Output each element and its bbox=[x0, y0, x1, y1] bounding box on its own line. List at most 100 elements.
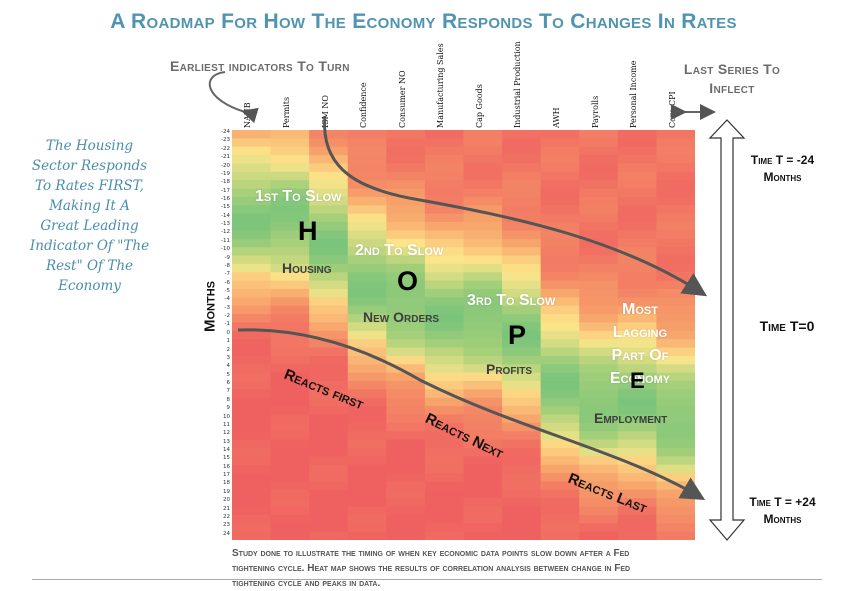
row-tick: 8 bbox=[226, 396, 231, 403]
heatmap-cell bbox=[270, 372, 310, 382]
first-to-slow-label: 1st To Slow bbox=[255, 188, 342, 205]
heatmap-cell bbox=[347, 439, 387, 449]
heatmap-cell bbox=[232, 163, 272, 173]
heatmap-cell bbox=[502, 305, 542, 315]
heatmap-cell bbox=[617, 330, 657, 340]
heatmap-cell bbox=[656, 381, 695, 390]
heatmap-cell bbox=[270, 188, 310, 198]
heatmap-cell bbox=[656, 422, 695, 432]
heatmap-cell bbox=[232, 230, 272, 240]
heatmap-cell bbox=[540, 146, 580, 156]
heatmap-cell bbox=[347, 280, 387, 290]
heatmap-cell bbox=[309, 205, 349, 215]
heatmap-cell bbox=[579, 255, 619, 265]
heatmap-cell bbox=[617, 272, 657, 282]
time-double-arrow bbox=[708, 119, 746, 541]
heatmap-cell bbox=[617, 171, 657, 181]
row-tick: 5 bbox=[226, 371, 231, 378]
heatmap-cell bbox=[386, 364, 426, 374]
heatmap-cell bbox=[540, 355, 580, 365]
heatmap-cell bbox=[579, 180, 619, 190]
heatmap-cell bbox=[309, 288, 349, 298]
heatmap-cell bbox=[540, 514, 580, 524]
row-tick: -10 bbox=[221, 246, 230, 253]
heatmap-cell bbox=[270, 330, 310, 340]
heatmap-cell bbox=[579, 138, 619, 148]
side-note-line: Sector Responds bbox=[31, 158, 148, 174]
heatmap-cell bbox=[270, 155, 310, 164]
heatmap-cell bbox=[617, 247, 657, 257]
heatmap-cell bbox=[463, 422, 503, 432]
heatmap-cell bbox=[617, 389, 657, 399]
heatmap-cell bbox=[617, 381, 657, 390]
heatmap-cell bbox=[540, 263, 580, 273]
row-tick: -3 bbox=[224, 304, 230, 311]
most-lagging-label: Most Lagging Part Of Economy bbox=[590, 298, 690, 390]
heatmap-cell bbox=[656, 339, 695, 349]
letter-p: P bbox=[508, 320, 527, 350]
heatmap-cell bbox=[386, 372, 426, 382]
row-tick: 10 bbox=[223, 413, 230, 420]
heatmap-cell bbox=[540, 205, 580, 215]
heatmap-cell bbox=[656, 464, 695, 474]
heatmap-cell bbox=[347, 431, 387, 441]
heatmap-cell bbox=[424, 322, 464, 332]
heatmap-cell bbox=[232, 439, 272, 449]
heatmap-cell bbox=[540, 305, 580, 315]
side-note-line: To Rates FIRST, bbox=[35, 178, 144, 194]
most-lagging-line: Lagging bbox=[612, 324, 668, 341]
heatmap-cell bbox=[309, 330, 349, 340]
heatmap-cell bbox=[270, 222, 310, 231]
row-tick: -12 bbox=[221, 229, 230, 236]
heatmap-cell bbox=[617, 205, 657, 215]
row-tick: 6 bbox=[226, 380, 231, 386]
heatmap-cell bbox=[617, 431, 657, 441]
time-bottom-line: Months bbox=[763, 512, 802, 526]
heatmap-cell bbox=[270, 146, 310, 156]
heatmap-cell bbox=[270, 514, 310, 524]
heatmap-cell bbox=[463, 364, 503, 374]
heatmap-cell bbox=[386, 498, 426, 508]
heatmap-cell bbox=[540, 255, 580, 265]
heatmap-cell bbox=[309, 196, 349, 206]
heatmap-cell bbox=[579, 130, 619, 139]
last-series-callout-text: Last Series To Inflect bbox=[683, 61, 781, 96]
heatmap-cell bbox=[309, 230, 349, 240]
row-tick: 9 bbox=[226, 405, 231, 412]
heatmap-cell bbox=[617, 163, 657, 173]
heatmap-cell bbox=[540, 397, 580, 407]
heatmap-cell bbox=[617, 180, 657, 190]
heatmap-cell bbox=[424, 347, 464, 357]
heatmap-cell bbox=[270, 180, 310, 190]
heatmap-cell bbox=[270, 247, 310, 257]
heatmap-cell bbox=[232, 238, 272, 248]
heatmap-cell bbox=[502, 163, 542, 173]
heatmap-cell bbox=[309, 381, 349, 390]
heatmap-cell bbox=[656, 447, 695, 457]
heatmap-cell bbox=[579, 297, 619, 307]
heatmap-cell bbox=[270, 414, 310, 424]
heatmap-cell bbox=[386, 347, 426, 357]
heatmap-cell bbox=[270, 464, 310, 474]
page-title: A Roadmap For How The Economy Responds T… bbox=[110, 10, 737, 33]
heatmap-cell bbox=[502, 439, 542, 449]
heatmap-cell bbox=[386, 288, 426, 298]
heatmap-cell bbox=[656, 498, 695, 508]
time-top-line: Time T = -24 bbox=[750, 153, 815, 167]
heatmap-cell bbox=[232, 213, 272, 223]
heatmap-cell bbox=[579, 422, 619, 432]
heatmap-cell bbox=[502, 464, 542, 474]
heatmap-cell bbox=[502, 146, 542, 156]
heatmap-cell bbox=[386, 322, 426, 332]
heatmap-cell bbox=[232, 146, 272, 156]
row-tick: -23 bbox=[221, 137, 230, 144]
heatmap-cell bbox=[347, 389, 387, 399]
heatmap-cell bbox=[540, 188, 580, 198]
heatmap-cell bbox=[617, 523, 657, 533]
row-tick: -9 bbox=[224, 254, 230, 261]
heatmap-cell bbox=[579, 473, 619, 482]
heatmap-cell bbox=[540, 280, 580, 290]
heatmap-cell bbox=[309, 355, 349, 365]
heatmap-cell bbox=[502, 222, 542, 231]
letter-h: H bbox=[298, 216, 318, 246]
